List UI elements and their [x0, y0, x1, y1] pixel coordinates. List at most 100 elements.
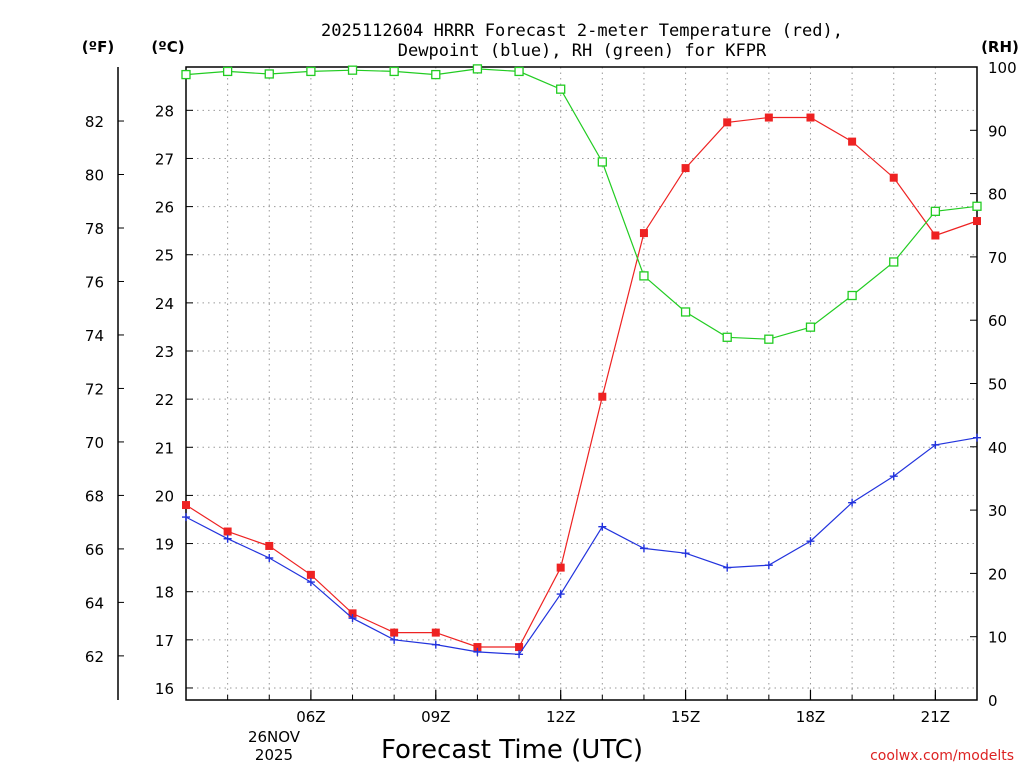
dewpoint-point: [556, 590, 565, 599]
rh-point: [764, 334, 774, 344]
celsius-tick-label: 27: [155, 150, 174, 168]
date-label-day: 26NOV: [248, 728, 301, 746]
fahrenheit-tick-label: 80: [85, 167, 104, 185]
rh-point: [347, 65, 358, 75]
chart-title-line2: Dewpoint (blue), RH (green) for KFPR: [398, 41, 767, 61]
fahrenheit-tick-label: 82: [85, 113, 104, 131]
watermark: coolwx.com/modelts: [870, 748, 1014, 764]
fahrenheit-axis-label: (ºF): [82, 38, 114, 56]
fahrenheit-tick-label: 70: [85, 434, 104, 452]
rh-tick-label: 30: [988, 502, 1007, 520]
fahrenheit-tick-label: 62: [85, 648, 104, 666]
rh-point: [472, 64, 483, 74]
temperature-point: [556, 563, 565, 572]
rh-point: [556, 84, 566, 94]
rh-point: [181, 69, 191, 80]
dewpoint-point: [348, 614, 357, 623]
series-rh: [181, 64, 982, 344]
dewpoint-point: [764, 561, 773, 570]
rh-point: [805, 322, 816, 332]
celsius-axis-label: (ºC): [151, 38, 184, 56]
dewpoint-point: [723, 563, 732, 572]
dewpoint-point: [223, 534, 232, 543]
x-tick-label: 18Z: [796, 708, 825, 726]
rh-tick-label: 20: [988, 565, 1007, 583]
temperature-point: [681, 164, 690, 173]
rh-point: [431, 69, 441, 80]
plot-border: [185, 66, 978, 701]
fahrenheit-tick-label: 68: [85, 487, 104, 505]
temperature-line: [185, 116, 978, 648]
temperature-point: [723, 118, 732, 127]
dewpoint-point: [306, 578, 315, 587]
temperature-point: [931, 231, 940, 240]
rh-point: [306, 66, 316, 77]
temperature-point: [306, 570, 315, 579]
temperature-point: [973, 217, 981, 226]
rh-point: [930, 206, 941, 216]
rh-tick-label: 60: [988, 312, 1007, 330]
dewpoint-point: [182, 513, 190, 522]
dewpoint-point: [681, 549, 690, 558]
rh-point: [597, 157, 607, 167]
x-tick-label: 06Z: [296, 708, 325, 726]
temperature-point: [223, 527, 232, 536]
temperature-point: [473, 643, 482, 652]
fahrenheit-tick-label: 72: [85, 380, 104, 398]
celsius-tick-label: 25: [155, 247, 174, 265]
temperature-point: [515, 643, 524, 652]
fahrenheit-tick-label: 66: [85, 541, 104, 559]
celsius-tick-label: 28: [155, 102, 174, 120]
dewpoint-point: [639, 544, 648, 553]
temperature-point: [182, 501, 190, 510]
x-tick-label: 15Z: [671, 708, 700, 726]
series-temperature: [182, 113, 981, 652]
celsius-tick-label: 19: [155, 536, 174, 554]
plot-frame: [117, 66, 978, 701]
rh-tick-label: 0: [988, 692, 998, 710]
x-tick-label: 09Z: [421, 708, 450, 726]
rh-point: [389, 66, 399, 77]
celsius-tick-label: 23: [155, 343, 174, 361]
celsius-tick-label: 26: [155, 199, 174, 217]
celsius-tick-label: 22: [155, 391, 174, 409]
celsius-tick-label: 24: [155, 295, 174, 313]
rh-tick-label: 70: [988, 249, 1007, 267]
chart-title-line1: 2025112604 HRRR Forecast 2-meter Tempera…: [321, 21, 843, 41]
grid-lines: [186, 67, 977, 700]
temperature-point: [848, 137, 857, 146]
dewpoint-point: [515, 650, 524, 659]
rh-point: [680, 307, 691, 317]
dewpoint-line: [185, 437, 978, 655]
series-dewpoint: [182, 433, 981, 659]
x-tick-label: 12Z: [546, 708, 575, 726]
rh-point: [722, 332, 732, 342]
dewpoint-point: [598, 522, 607, 531]
rh-line: [185, 68, 978, 340]
dewpoint-point: [931, 440, 940, 449]
rh-tick-label: 100: [988, 59, 1017, 77]
dewpoint-point: [848, 498, 857, 507]
temperature-point: [348, 609, 357, 618]
celsius-tick-label: 20: [155, 487, 174, 505]
temperature-point: [265, 541, 274, 550]
dewpoint-point: [473, 647, 482, 656]
rh-point: [972, 201, 982, 211]
rh-tick-label: 90: [988, 122, 1007, 140]
x-tick-label: 21Z: [921, 708, 950, 726]
axes: 62 64 66 68 70 72 74 76 78 80 82 16 17 18 19 20 21 22 23 24…: [85, 59, 1017, 726]
temperature-point: [889, 173, 898, 182]
temperature-point: [639, 229, 648, 238]
temperature-point: [598, 392, 607, 401]
rh-axis-label: (RH): [981, 38, 1019, 56]
dewpoint-point: [265, 553, 274, 562]
fahrenheit-tick-label: 64: [85, 594, 104, 612]
celsius-tick-label: 18: [155, 584, 174, 602]
rh-tick-label: 50: [988, 376, 1007, 394]
x-axis-title: Forecast Time (UTC): [381, 735, 643, 765]
temperature-point: [390, 628, 399, 637]
date-label-year: 2025: [255, 746, 293, 764]
rh-point: [264, 69, 274, 79]
temperature-point: [806, 113, 815, 122]
